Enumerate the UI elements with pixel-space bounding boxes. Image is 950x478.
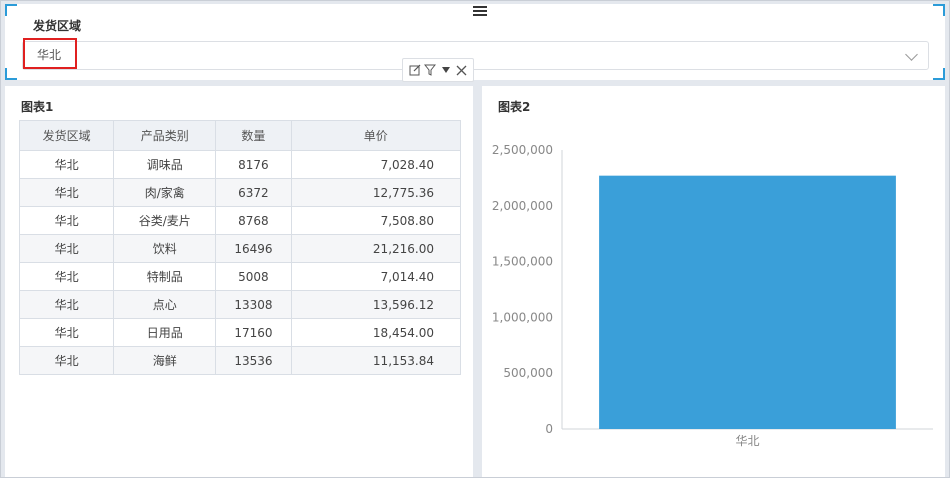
table-cell: 日用品 (113, 318, 217, 347)
table-cell: 谷类/麦片 (113, 206, 217, 235)
table-cell: 特制品 (113, 262, 217, 291)
table-cell: 8176 (215, 150, 292, 179)
drag-handle-icon[interactable] (473, 6, 487, 16)
component-toolbar (402, 58, 474, 82)
chevron-down-icon[interactable] (905, 48, 918, 61)
table-cell: 华北 (18, 150, 115, 179)
table-cell: 7,508.80 (290, 206, 462, 235)
data-table: 发货区域 产品类别 数量 单价 华北 调味品 8176 7,028.40 华北 肉/家禽 6… (18, 120, 462, 375)
table-cell: 11,153.84 (290, 346, 462, 375)
close-icon[interactable] (454, 63, 468, 77)
table-cell: 华北 (18, 262, 115, 291)
table-cell: 7,014.40 (290, 262, 462, 291)
x-tick-label: 华北 (735, 434, 759, 448)
column-header[interactable]: 单价 (290, 120, 462, 151)
selection-corner (933, 4, 945, 16)
table-cell: 华北 (18, 346, 115, 375)
table-cell: 点心 (113, 290, 217, 319)
table-cell: 5008 (215, 262, 292, 291)
table-cell: 13536 (215, 346, 292, 375)
table-row[interactable]: 华北 海鲜 13536 11,153.84 (18, 346, 462, 375)
filter-title: 发货区域 (33, 19, 82, 33)
chart-panel-title: 图表2 (498, 100, 531, 114)
y-tick-label: 0 (545, 422, 553, 436)
selected-value-tag[interactable]: 华北 (23, 38, 77, 69)
column-header[interactable]: 产品类别 (113, 120, 217, 151)
y-tick-label: 1,000,000 (492, 310, 553, 324)
chart-panel: 图表2 0 500,000 1,000,000 1,500,000 2,000,000 2… (482, 86, 945, 478)
edit-icon[interactable] (408, 63, 422, 77)
table-cell: 21,216.00 (290, 234, 462, 263)
selection-corner (5, 4, 17, 16)
table-panel-title: 图表1 (21, 100, 54, 114)
table-cell: 华北 (18, 318, 115, 347)
table-header-row: 发货区域 产品类别 数量 单价 (18, 120, 462, 151)
dropdown-icon[interactable] (439, 63, 453, 77)
table-cell: 肉/家禽 (113, 178, 217, 207)
table-cell: 13308 (215, 290, 292, 319)
region-select[interactable] (22, 41, 929, 70)
table-cell: 饮料 (113, 234, 217, 263)
table-panel: 图表1 发货区域 产品类别 数量 单价 华北 调味品 8176 7,028.40 华北肉… (5, 86, 473, 478)
table-cell: 12,775.36 (290, 178, 462, 207)
table-row[interactable]: 华北 肉/家禽 6372 12,775.36 (18, 178, 462, 207)
table-cell: 8768 (215, 206, 292, 235)
table-cell: 华北 (18, 234, 115, 263)
filter-icon[interactable] (423, 63, 437, 77)
table-cell: 华北 (18, 206, 115, 235)
table-cell: 13,596.12 (290, 290, 462, 319)
column-header[interactable]: 发货区域 (18, 120, 115, 151)
table-cell: 华北 (18, 290, 115, 319)
table-cell: 调味品 (113, 150, 217, 179)
table-row[interactable]: 华北 日用品 17160 18,454.00 (18, 318, 462, 347)
table-cell: 18,454.00 (290, 318, 462, 347)
table-row[interactable]: 华北 特制品 5008 7,014.40 (18, 262, 462, 291)
table-row[interactable]: 华北 谷类/麦片 8768 7,508.80 (18, 206, 462, 235)
y-tick-label: 1,500,000 (492, 255, 553, 269)
table-cell: 16496 (215, 234, 292, 263)
y-tick-label: 2,500,000 (492, 143, 553, 157)
table-cell: 7,028.40 (290, 150, 462, 179)
column-header[interactable]: 数量 (215, 120, 292, 151)
bar-chart: 0 500,000 1,000,000 1,500,000 2,000,000 2,500… (492, 143, 933, 448)
table-cell: 华北 (18, 178, 115, 207)
table-row[interactable]: 华北 点心 13308 13,596.12 (18, 290, 462, 319)
filter-panel: 发货区域 华北 (5, 4, 945, 80)
table-cell: 6372 (215, 178, 292, 207)
table-row[interactable]: 华北 调味品 8176 7,028.40 (18, 150, 462, 179)
bar[interactable] (599, 175, 896, 429)
table-cell: 17160 (215, 318, 292, 347)
y-tick-label: 500,000 (503, 366, 553, 380)
y-tick-label: 2,000,000 (492, 199, 553, 213)
selection-corner (5, 68, 17, 80)
table-row[interactable]: 华北 饮料 16496 21,216.00 (18, 234, 462, 263)
selection-corner (933, 68, 945, 80)
table-cell: 海鲜 (113, 346, 217, 375)
